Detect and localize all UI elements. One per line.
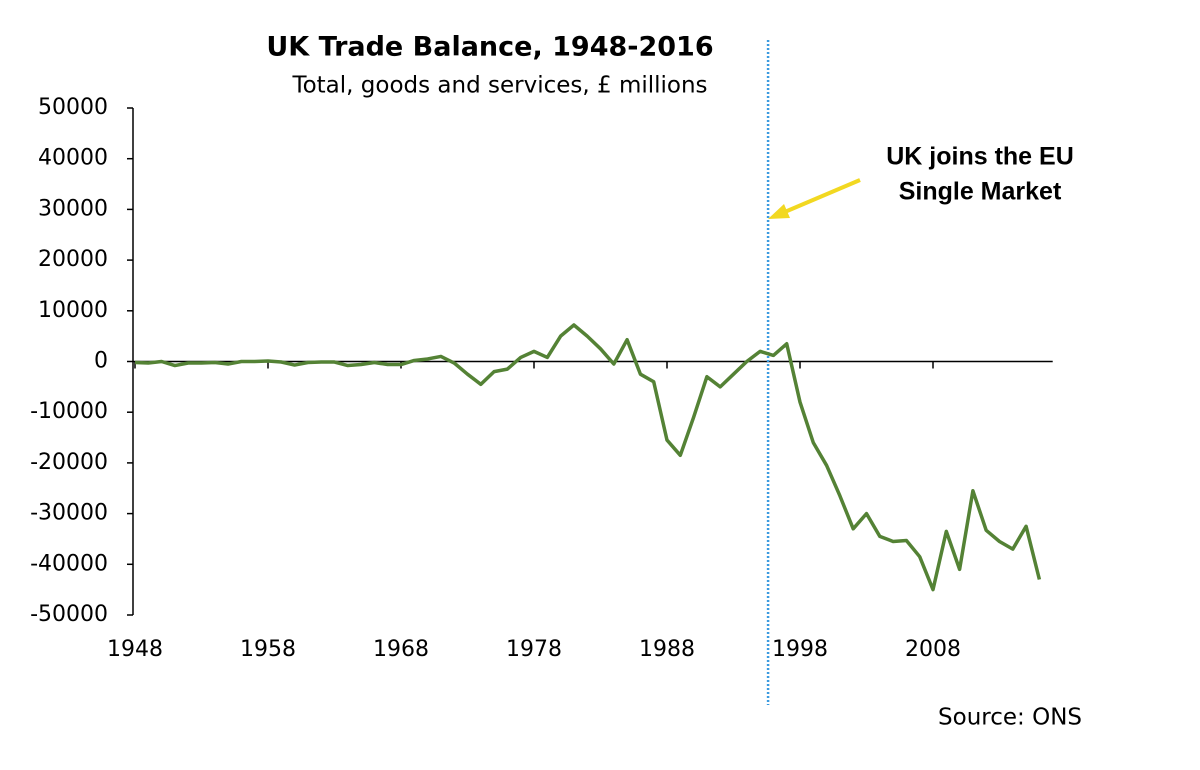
x-tick-label: 1978 [506, 637, 562, 662]
y-tick-label: 40000 [38, 146, 108, 171]
chart-subtitle: Total, goods and services, £ millions [291, 73, 707, 99]
y-tick-label: 30000 [38, 196, 108, 221]
y-tick-label: -50000 [30, 602, 108, 627]
annotation-arrow [768, 178, 861, 219]
annotation-text: UK joins the EU [886, 143, 1074, 171]
x-tick-label: 1998 [772, 637, 828, 662]
y-tick-label: 10000 [38, 298, 108, 323]
y-tick-label: 20000 [38, 247, 108, 272]
source: Source: ONS [938, 705, 1082, 731]
series-line [134, 323, 1042, 592]
x-tick-label: 1948 [107, 637, 163, 662]
chart-title: UK Trade Balance, 1948-2016 [266, 32, 713, 63]
x-tick-label: 1958 [240, 637, 296, 662]
y-tick-label: 0 [94, 349, 108, 374]
y-tick-label: -40000 [30, 551, 108, 576]
y-tick-label: 50000 [38, 95, 108, 120]
x-tick-label: 2008 [905, 637, 961, 662]
y-tick-label: -20000 [30, 450, 108, 475]
x-tick-label: 1988 [639, 637, 695, 662]
y-tick-label: -30000 [30, 501, 108, 526]
annotation-text: Single Market [899, 178, 1062, 206]
x-tick-label: 1968 [373, 637, 429, 662]
y-tick-label: -10000 [30, 399, 108, 424]
